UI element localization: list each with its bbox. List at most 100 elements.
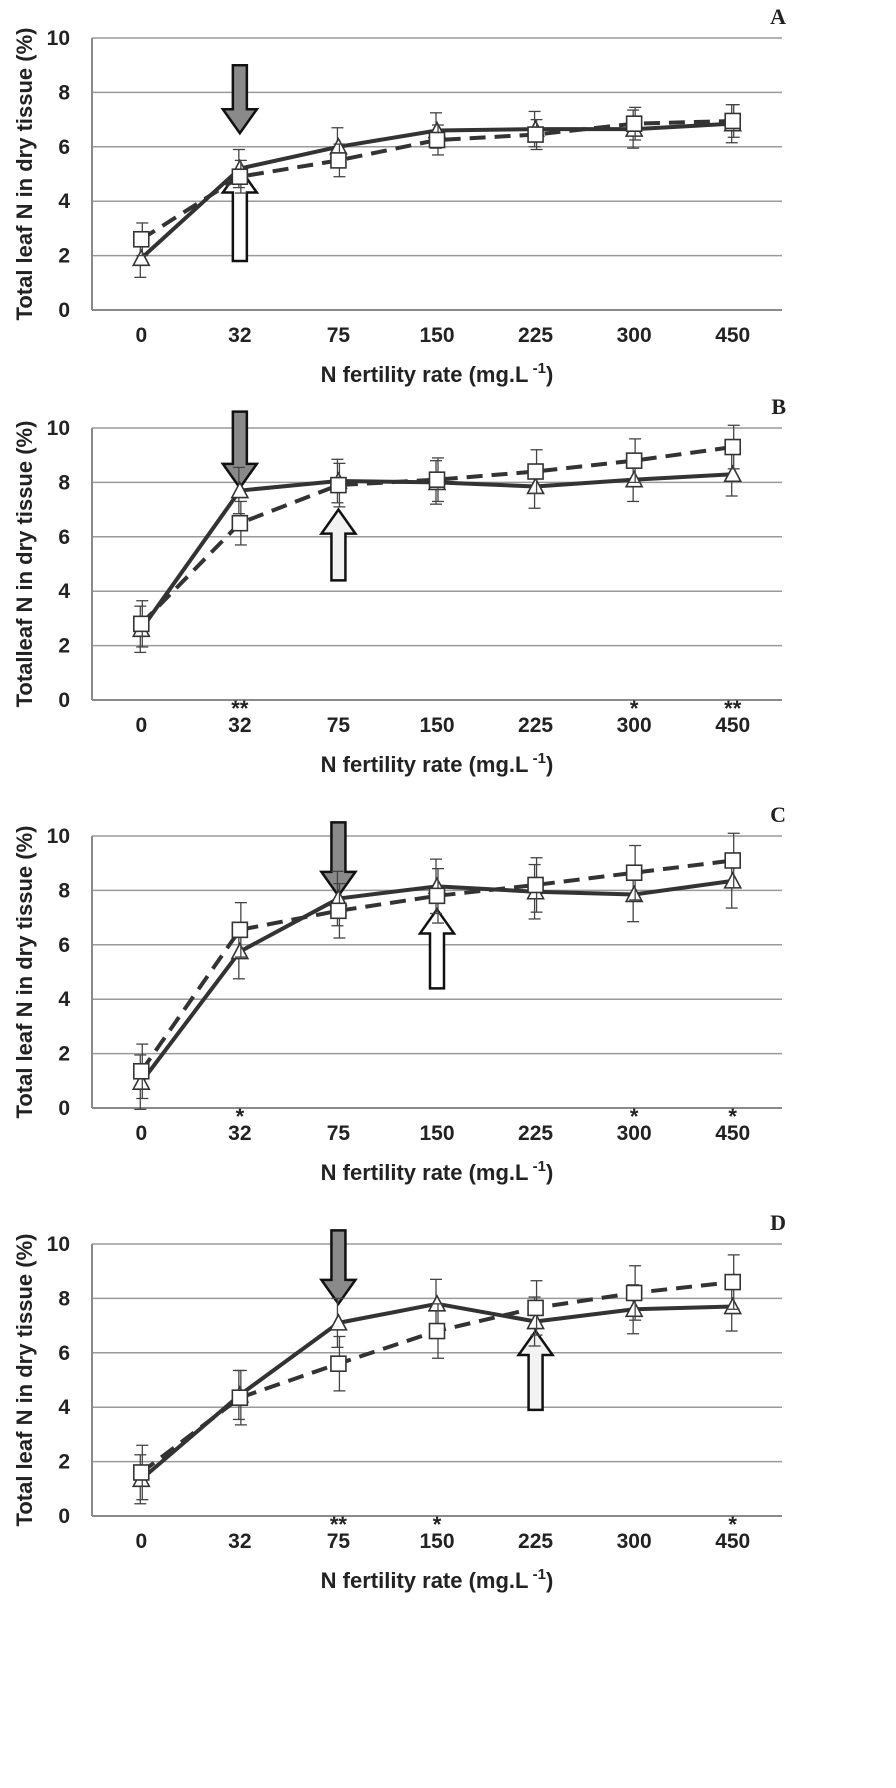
data-point: [330, 1355, 347, 1372]
y-tick-label: 6: [58, 526, 70, 549]
y-tick-label: 6: [58, 136, 70, 159]
x-tick-label: 225: [518, 1530, 553, 1553]
data-point: [428, 471, 446, 488]
x-tick-label: 0: [135, 324, 147, 347]
series-square: [132, 424, 742, 648]
y-tick-label: 8: [58, 471, 70, 494]
y-tick-label: 8: [58, 879, 70, 902]
up-arrow: [417, 907, 457, 990]
data-point: [329, 1313, 348, 1331]
x-tick-label: 150: [419, 1530, 454, 1553]
x-axis-label: N fertility rate (mg.L -1): [321, 360, 554, 387]
significance-mark: *: [728, 1104, 737, 1129]
up-arrow: [220, 166, 260, 263]
x-tick-label: 225: [518, 324, 553, 347]
x-tick-label: 0: [135, 1122, 147, 1145]
significance-mark: *: [728, 1512, 737, 1537]
series-square: [132, 832, 742, 1100]
down-arrow: [220, 410, 260, 491]
significance-mark: *: [630, 1104, 639, 1129]
panel-letter: B: [771, 394, 786, 419]
y-axis-label: Totalleaf N in dry tissue (%): [12, 421, 37, 708]
y-tick-label: 6: [58, 1342, 70, 1365]
y-tick-label: 10: [47, 1233, 70, 1256]
y-tick-label: 0: [58, 1505, 70, 1528]
x-axis-label: N fertility rate (mg.L -1): [321, 1158, 554, 1185]
series-line: [139, 472, 733, 631]
y-tick-label: 10: [47, 27, 70, 50]
up-arrow: [319, 507, 358, 582]
data-point: [231, 1389, 249, 1406]
x-axis-label: N fertility rate (mg.L -1): [321, 750, 554, 777]
x-tick-label: 0: [135, 1530, 147, 1553]
y-tick-label: 4: [58, 580, 70, 603]
data-point: [428, 131, 446, 149]
data-point: [231, 921, 249, 939]
data-point: [230, 480, 250, 499]
data-point: [625, 864, 643, 882]
x-tick-label: 75: [327, 1530, 351, 1553]
x-tick-label: 0: [135, 714, 147, 737]
x-tick-label: 300: [617, 1530, 652, 1553]
y-tick-label: 2: [58, 635, 70, 658]
data-point: [132, 615, 150, 633]
data-point: [132, 230, 150, 248]
data-point: [624, 1299, 644, 1318]
x-tick-label: 75: [327, 1122, 351, 1145]
x-tick-label: 300: [617, 324, 652, 347]
x-tick-label: 75: [327, 714, 351, 737]
data-point: [132, 1062, 150, 1080]
x-tick-label: 150: [419, 1122, 454, 1145]
down-arrow: [220, 63, 260, 136]
x-tick-label: 32: [228, 714, 251, 737]
data-point: [330, 476, 347, 494]
significance-mark: **: [724, 696, 742, 721]
x-axis-label: N fertility rate (mg.L -1): [321, 1566, 554, 1593]
data-point: [131, 1072, 151, 1090]
y-tick-label: 10: [47, 825, 70, 848]
data-point: [428, 1322, 446, 1340]
data-point: [231, 514, 249, 532]
y-tick-label: 0: [58, 299, 70, 322]
data-point: [132, 1464, 150, 1481]
data-point: [231, 168, 249, 186]
data-point: [330, 902, 347, 920]
x-tick-label: 450: [715, 714, 750, 737]
significance-mark: *: [433, 1512, 442, 1537]
panel-letter: C: [770, 802, 786, 827]
x-tick-label: 150: [419, 714, 454, 737]
y-tick-label: 8: [58, 81, 70, 104]
series-triangle: [131, 1278, 743, 1505]
y-axis-label: Total leaf N in dry tissue (%): [12, 1234, 37, 1527]
x-tick-label: 150: [419, 324, 454, 347]
data-point: [724, 112, 742, 130]
y-tick-label: 4: [58, 988, 70, 1011]
data-point: [330, 152, 347, 169]
data-point: [625, 452, 643, 469]
down-arrow: [319, 1229, 358, 1307]
data-point: [428, 887, 446, 905]
data-point: [527, 1299, 544, 1317]
data-point: [526, 1311, 545, 1330]
data-point: [625, 1284, 643, 1302]
x-tick-label: 300: [617, 1122, 652, 1145]
up-arrow: [516, 1328, 555, 1412]
x-tick-label: 32: [228, 324, 251, 347]
data-point: [724, 1273, 742, 1291]
y-tick-label: 0: [58, 689, 70, 712]
x-tick-label: 450: [715, 324, 750, 347]
panel-letter: D: [770, 1210, 786, 1235]
y-tick-label: 10: [47, 417, 70, 440]
x-tick-label: 75: [327, 324, 351, 347]
x-tick-label: 32: [228, 1122, 251, 1145]
chart-panel-a: 0 2 4 6 8 10 0 32 75 150 225 300 450 N fertility rate…: [12, 4, 786, 387]
significance-mark: *: [236, 1104, 245, 1129]
y-tick-label: 4: [58, 1396, 70, 1419]
y-tick-label: 6: [58, 934, 70, 957]
data-point: [625, 115, 643, 132]
y-axis-label: Total leaf N in dry tissue (%): [12, 826, 37, 1119]
x-tick-label: 300: [617, 714, 652, 737]
y-tick-label: 2: [58, 1043, 70, 1066]
